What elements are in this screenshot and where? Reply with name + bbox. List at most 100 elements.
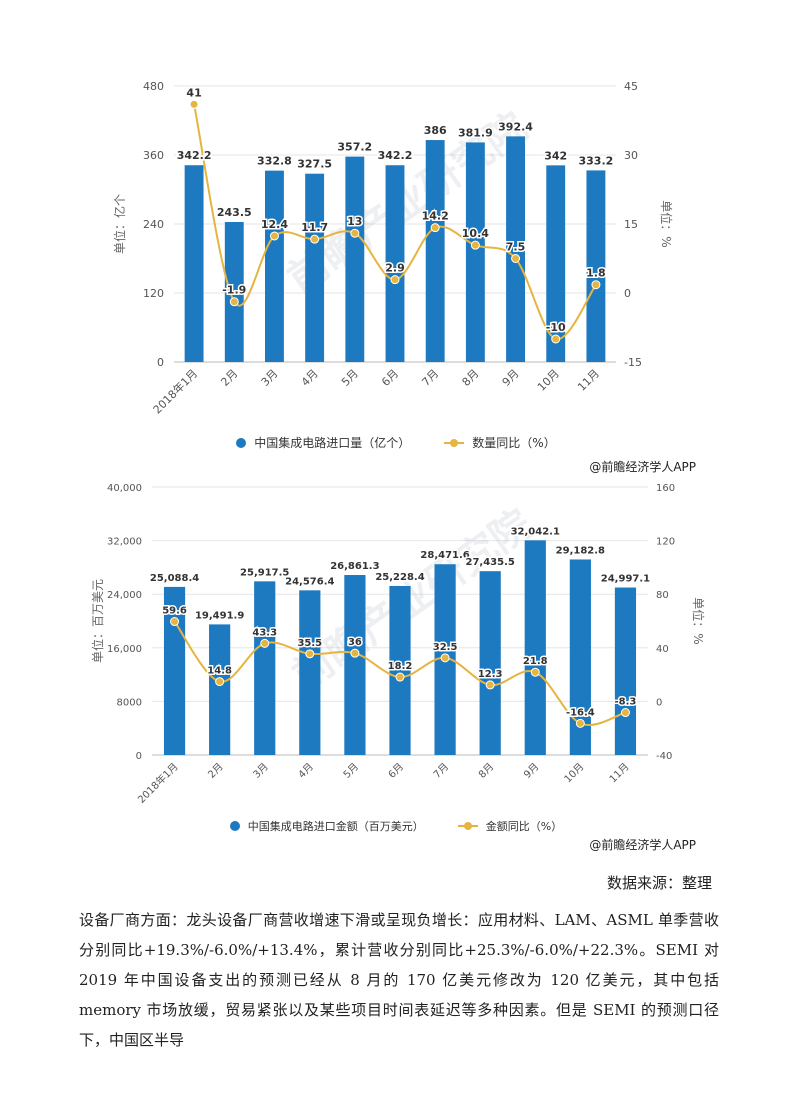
yoy-value-label: 12.4 [261,218,288,231]
yoy-value-label: -10 [546,321,566,334]
bar-value-label: 357.2 [337,141,372,154]
y-right-tick-label: 80 [656,590,669,601]
legend-bar-swatch [229,821,240,831]
yoy-value-label: 11.7 [301,221,328,234]
y-right-tick-label: 30 [624,149,638,162]
yoy-point [591,280,601,290]
y-right-tick-label: -40 [656,751,672,762]
bar-value-label: 327.5 [297,158,332,171]
bar [209,624,231,755]
import-volume-chart: 0 120 240 360 480 -15 0 15 30 45 单位：亿个 单位：% 前瞻产业研究院 2… [0,60,792,480]
yoy-point [229,297,239,307]
y-left-tick-label: 120 [143,287,164,300]
yoy-point [530,667,540,677]
legend-item-volume-yoy[interactable]: 数量同比（%） [444,434,556,451]
y-left-axis-label: 单位：亿个 [112,194,127,254]
yoy-point [395,672,405,682]
yoy-value-label: 32.5 [433,642,458,653]
y-left-tick-label: 480 [143,80,164,93]
yoy-point [350,648,360,658]
bar-value-label: 25,917.5 [240,567,289,578]
bar [254,581,276,755]
bar [465,142,485,362]
x-tick-label: 5月 [339,367,361,389]
y-right-tick-label: 0 [656,697,662,708]
bar-value-label: 24,997.1 [601,574,650,585]
bar [305,173,325,362]
x-tick-label: 6月 [379,367,401,389]
y-left-tick-label: 40,000 [107,483,142,494]
yoy-value-label: -1.9 [222,284,246,297]
bar [344,575,366,755]
bar-value-label: 381.9 [458,126,493,139]
yoy-value-label: 1.8 [586,267,606,280]
bar [479,571,501,755]
yoy-point [390,275,400,285]
yoy-point [170,617,180,627]
x-tick-label: 10月 [535,367,562,394]
yoy-point [215,677,225,687]
bar-value-label: 32,042.1 [511,526,560,537]
bar [546,165,566,362]
x-tick-label: 5月 [341,761,361,781]
yoy-point [575,718,585,728]
bar [506,136,525,362]
y-right-axis-label: 单位：% [691,597,706,644]
y-left-tick-label: 24,000 [107,590,142,601]
bar-value-label: 386 [424,124,447,137]
y-left-tick-label: 360 [143,149,164,162]
x-tick-label: 9月 [521,761,541,781]
yoy-value-label: 59.6 [162,606,187,617]
legend-label-volume: 中国集成电路进口量（亿个） [254,436,411,450]
import-value-legend: 中国集成电路进口金额（百万美元） 金额同比（%） [0,818,792,834]
y-right-axis-label: 单位：% [659,200,674,247]
x-tick-label: 2018年1月 [135,760,181,806]
legend-item-value[interactable]: 中国集成电路进口金额（百万美元） [229,818,424,834]
bar [345,156,365,362]
chart-credit: @前瞻经济学人APP [589,838,696,852]
body-paragraph: 设备厂商方面：龙头设备厂商营收增速下滑或呈现负增长：应用材料、LAM、ASML … [79,911,719,1049]
bar [586,170,606,362]
bar-value-label: 28,471.6 [420,550,469,561]
import-value-chart-svg: 0 8000 16,000 24,000 32,000 40,000 -40 0 40 80 120… [90,483,706,806]
yoy-point [485,680,495,690]
legend-bar-swatch [236,437,247,448]
import-volume-legend: 中国集成电路进口量（亿个） 数量同比（%） [0,434,792,451]
bar-value-label: 19,491.9 [195,610,244,621]
y-left-tick-label: 0 [136,751,142,762]
legend-label-value: 中国集成电路进口金额（百万美元） [247,820,424,833]
legend-label-volume-yoy: 数量同比（%） [472,436,556,450]
x-tick-label: 11月 [575,367,602,394]
yoy-value-label: 36 [348,637,362,648]
bar-value-label: 27,435.5 [466,557,515,568]
legend-item-value-yoy[interactable]: 金额同比（%） [457,818,562,834]
bar-value-label: 25,228.4 [375,572,424,583]
x-tick-label: 11月 [607,761,632,786]
y-left-tick-label: 8000 [117,697,142,708]
bar-value-label: 342.2 [378,149,413,162]
x-tick-label: 2018年1月 [150,366,200,416]
legend-line-swatch [444,438,465,448]
bar-value-label: 342 [544,149,567,162]
yoy-value-label: 18.2 [388,661,413,672]
x-tick-label: 8月 [460,367,482,389]
x-tick-label: 10月 [562,761,587,786]
legend-item-volume[interactable]: 中国集成电路进口量（亿个） [236,434,410,451]
bar-value-label: 243.5 [217,206,252,219]
bar-value-label: 342.2 [177,149,212,162]
yoy-point [440,653,450,663]
chart-credit: @前瞻经济学人APP [589,460,696,474]
yoy-point [470,240,480,250]
yoy-value-label: 41 [186,86,201,99]
bar [224,221,244,362]
x-tick-label: 2月 [218,367,240,389]
x-tick-label: 3月 [259,367,281,389]
yoy-point [511,254,521,263]
x-tick-label: 3月 [251,761,271,781]
yoy-value-label: 35.5 [297,638,322,649]
bar-value-label: 29,182.8 [556,545,605,556]
yoy-point [269,231,279,241]
y-right-tick-label: 45 [624,80,638,93]
bar [569,559,591,755]
